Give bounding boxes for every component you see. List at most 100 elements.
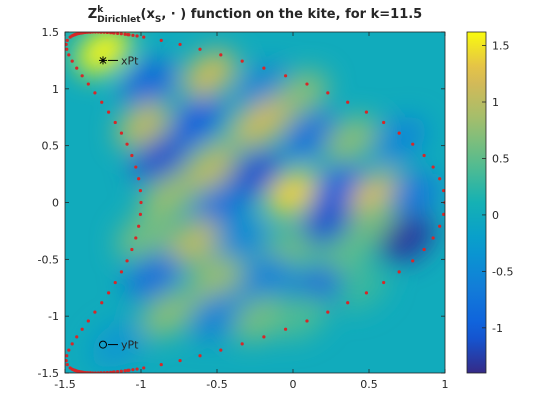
boundary-point bbox=[305, 82, 308, 85]
colorbar-tick-label: -1 bbox=[492, 322, 503, 335]
colorbar-tick-label: 1 bbox=[492, 96, 499, 109]
colorbar-tick-label: 1.5 bbox=[492, 40, 510, 53]
boundary-point bbox=[71, 60, 74, 63]
boundary-point bbox=[130, 248, 133, 251]
y-tick-label: 1 bbox=[52, 83, 59, 96]
boundary-point bbox=[326, 91, 329, 94]
boundary-point bbox=[67, 53, 70, 56]
boundary-point bbox=[198, 48, 201, 51]
boundary-point bbox=[284, 328, 287, 331]
x-tick-label: -0.5 bbox=[206, 378, 227, 391]
annotation-label: xPt bbox=[121, 54, 139, 67]
boundary-point bbox=[365, 111, 368, 114]
boundary-point bbox=[134, 165, 137, 168]
boundary-point bbox=[123, 33, 126, 36]
boundary-point bbox=[137, 177, 140, 180]
boundary-point bbox=[120, 132, 123, 135]
y-tick-label: -1 bbox=[48, 310, 59, 323]
boundary-point bbox=[100, 101, 103, 104]
boundary-point bbox=[114, 121, 117, 124]
x-tick-label: -1 bbox=[136, 378, 147, 391]
plot-area bbox=[65, 18, 448, 378]
boundary-point bbox=[134, 236, 137, 239]
y-tick-label: 1.5 bbox=[42, 26, 60, 39]
boundary-point bbox=[93, 310, 96, 313]
boundary-point bbox=[411, 143, 414, 146]
boundary-point bbox=[127, 369, 130, 372]
colorbar-tick-label: 0.5 bbox=[492, 152, 510, 165]
boundary-point bbox=[75, 67, 78, 70]
boundary-point bbox=[142, 366, 145, 369]
colorbar-axis: 1.5 1 0.5 0 -0.5 -1 bbox=[482, 40, 513, 335]
annotation-label: yPt bbox=[121, 339, 139, 352]
boundary-point bbox=[93, 91, 96, 94]
boundary-point bbox=[346, 301, 349, 304]
boundary-point bbox=[160, 363, 163, 366]
boundary-point bbox=[70, 34, 73, 37]
boundary-point bbox=[120, 270, 123, 273]
boundary-point bbox=[71, 342, 74, 345]
y-tick-label: 0 bbox=[52, 197, 59, 210]
boundary-point bbox=[326, 310, 329, 313]
boundary-point bbox=[160, 39, 163, 42]
y-tick-label: 0.5 bbox=[42, 140, 60, 153]
boundary-point bbox=[67, 349, 70, 352]
boundary-point bbox=[120, 32, 123, 35]
boundary-point bbox=[135, 34, 138, 37]
boundary-point bbox=[130, 154, 133, 157]
boundary-point bbox=[438, 177, 441, 180]
boundary-point bbox=[142, 35, 145, 38]
boundary-point bbox=[125, 259, 128, 262]
boundary-point bbox=[87, 319, 90, 322]
boundary-point bbox=[398, 132, 401, 135]
boundary-point bbox=[107, 111, 110, 114]
boundary-point bbox=[411, 259, 414, 262]
boundary-point bbox=[107, 291, 110, 294]
boundary-point bbox=[123, 369, 126, 372]
boundary-point bbox=[135, 367, 138, 370]
x-tick-label: 0 bbox=[290, 378, 297, 391]
xpt-marker bbox=[99, 56, 107, 64]
boundary-point bbox=[106, 371, 109, 374]
boundary-point bbox=[438, 225, 441, 228]
y-tick-label: -0.5 bbox=[38, 253, 59, 266]
colorbar: 1.5 1 0.5 0 -0.5 -1 bbox=[467, 32, 513, 373]
boundary-point bbox=[131, 368, 134, 371]
boundary-point bbox=[365, 291, 368, 294]
boundary-point bbox=[137, 225, 140, 228]
boundary-point bbox=[109, 371, 112, 374]
colorbar-tick-label: 0 bbox=[492, 209, 499, 222]
boundary-point bbox=[100, 301, 103, 304]
boundary-point bbox=[139, 189, 142, 192]
boundary-point bbox=[284, 74, 287, 77]
x-tick-label: 1 bbox=[442, 378, 449, 391]
boundary-point bbox=[66, 363, 69, 366]
boundary-point bbox=[241, 342, 244, 345]
boundary-point bbox=[127, 33, 130, 36]
colorbar-gradient bbox=[467, 32, 486, 373]
boundary-point bbox=[65, 354, 68, 357]
boundary-point bbox=[139, 201, 142, 204]
boundary-point bbox=[75, 335, 78, 338]
chart-title: Zk Dirichlet(xS, · ) function on the kite… bbox=[88, 5, 422, 25]
x-tick-label: 0.5 bbox=[360, 378, 378, 391]
boundary-point bbox=[305, 319, 308, 322]
boundary-point bbox=[219, 53, 222, 56]
boundary-point bbox=[109, 31, 112, 34]
boundary-point bbox=[81, 328, 84, 331]
boundary-point bbox=[65, 48, 68, 51]
boundary-point bbox=[87, 82, 90, 85]
boundary-point bbox=[178, 359, 181, 362]
boundary-point bbox=[131, 34, 134, 37]
boundary-point bbox=[81, 74, 84, 77]
colorbar-tick-label: -0.5 bbox=[492, 265, 513, 278]
boundary-point bbox=[398, 270, 401, 273]
boundary-point bbox=[432, 236, 435, 239]
boundary-point bbox=[219, 349, 222, 352]
boundary-point bbox=[120, 370, 123, 373]
boundary-point bbox=[241, 60, 244, 63]
boundary-point bbox=[422, 248, 425, 251]
boundary-point bbox=[178, 43, 181, 46]
boundary-point bbox=[346, 101, 349, 104]
